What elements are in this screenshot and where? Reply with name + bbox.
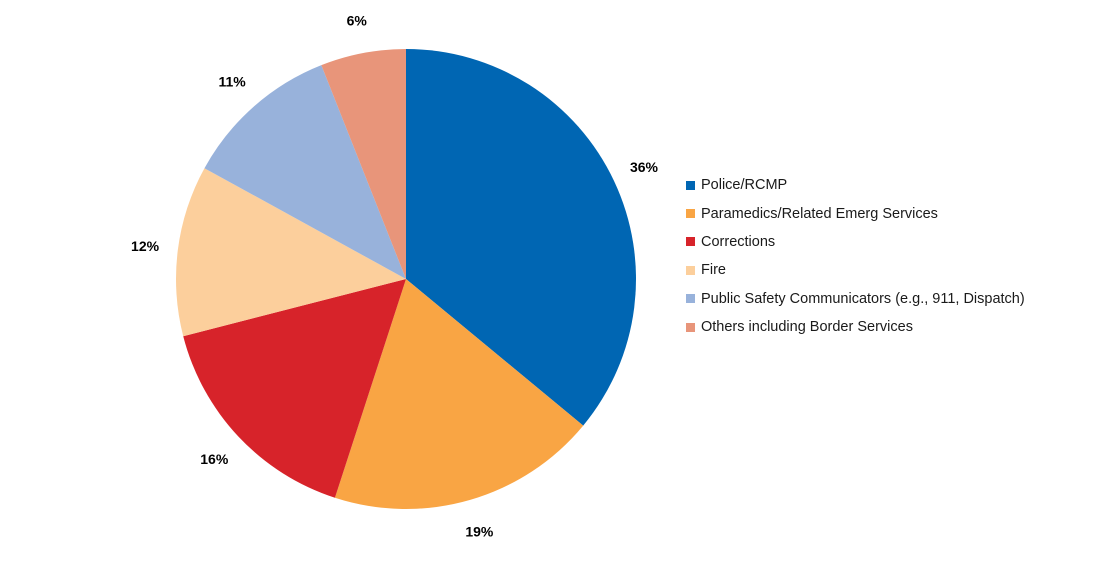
chart-legend: Police/RCMP Paramedics/Related Emerg Serv… — [686, 171, 1025, 341]
legend-item-police-rcmp: Police/RCMP — [686, 171, 1025, 199]
legend-label: Corrections — [701, 233, 776, 250]
pie-slice-corrections — [183, 279, 406, 498]
legend-item-fire: Fire — [686, 256, 1025, 284]
data-label-public-safety-communicators-e-g-911-dispatch: 11% — [218, 74, 246, 90]
pie-slice-public-safety-communicators-e-g-911-dispatch — [204, 65, 406, 280]
legend-swatch — [686, 322, 695, 332]
legend-label: Others including Border Services — [701, 319, 913, 336]
legend-item-others-including-border-services: Others including Border Services — [686, 313, 1025, 341]
legend-item-paramedics-related-emerg-services: Paramedics/Related Emerg Services — [686, 199, 1025, 227]
pie-data-labels: 36% 19% 16% 12% 11% 6% — [131, 13, 658, 540]
data-label-paramedics-related-emerg-services: 19% — [465, 524, 494, 540]
legend-swatch — [686, 265, 695, 275]
pie-slice-police-rcmp — [406, 49, 636, 426]
legend-label: Public Safety Communicators (e.g., 911, … — [701, 290, 1025, 307]
data-label-police-rcmp: 36% — [630, 159, 659, 175]
pie-slices — [176, 49, 636, 509]
legend-swatch — [686, 209, 695, 219]
legend-swatch — [686, 180, 695, 190]
legend-item-corrections: Corrections — [686, 228, 1025, 256]
data-label-fire: 12% — [131, 238, 160, 254]
legend-swatch — [686, 237, 695, 247]
legend-label: Police/RCMP — [701, 177, 788, 194]
legend-label: Paramedics/Related Emerg Services — [701, 205, 938, 222]
legend-item-public-safety-communicators-e-g-911-dispatch: Public Safety Communicators (e.g., 911, … — [686, 285, 1025, 313]
pie-slice-fire — [176, 168, 406, 337]
data-label-others-including-border-services: 6% — [347, 13, 368, 29]
pie-slice-others-including-border-services — [321, 49, 406, 279]
legend-swatch — [686, 294, 695, 304]
pie-slice-paramedics-related-emerg-services — [334, 279, 584, 509]
legend-label: Fire — [701, 262, 726, 279]
data-label-corrections: 16% — [200, 451, 229, 467]
